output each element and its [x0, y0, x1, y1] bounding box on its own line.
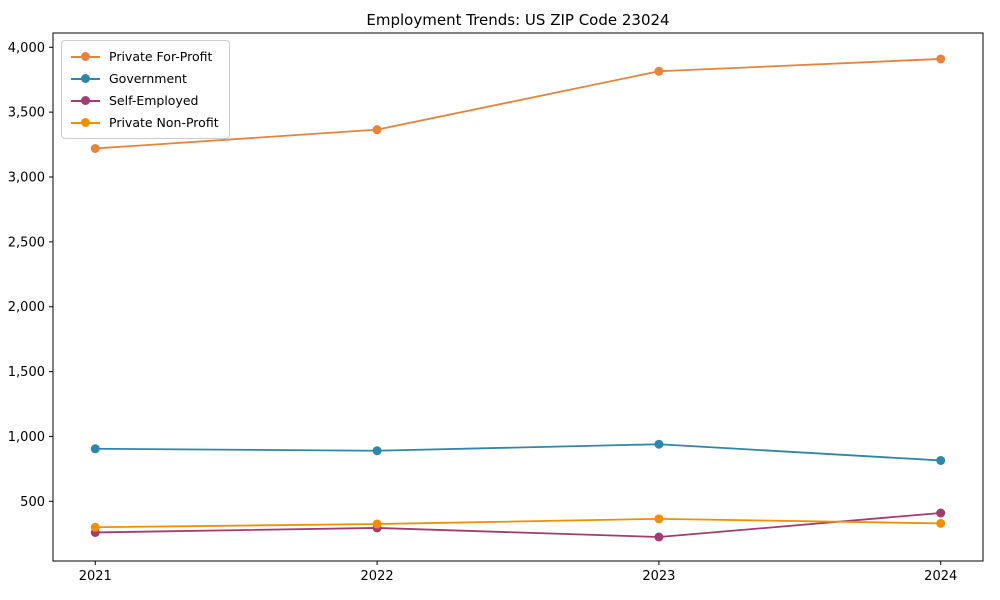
y-tick-label: 3,500: [8, 106, 45, 121]
point-private-non-profit-2023: [654, 514, 664, 524]
point-private-for-profit-2021: [90, 143, 100, 153]
point-private-for-profit-2023: [654, 66, 664, 76]
legend-marker-icon: [71, 118, 100, 128]
plot-border: [52, 32, 984, 562]
legend-item-private-for-profit: Private For-Profit: [71, 46, 219, 67]
legend-item-private-non-profit: Private Non-Profit: [71, 112, 219, 133]
legend-marker-icon: [71, 52, 100, 62]
legend-marker-icon: [71, 96, 100, 106]
point-government-2023: [654, 439, 664, 449]
legend-label: Private Non-Profit: [109, 115, 219, 130]
line-self-employed: [95, 512, 941, 538]
point-self-employed-2024: [936, 508, 946, 518]
y-tick-label: 3,000: [8, 171, 45, 186]
line-government: [95, 443, 941, 462]
legend-label: Self-Employed: [109, 93, 199, 108]
y-tick-label: 1,500: [8, 365, 45, 380]
point-self-employed-2023: [654, 532, 664, 542]
point-government-2024: [936, 455, 946, 465]
y-tick-label: 4,000: [8, 41, 45, 56]
point-private-non-profit-2024: [936, 518, 946, 528]
y-tick-label: 1,000: [8, 430, 45, 445]
legend-item-government: Government: [71, 68, 219, 89]
point-private-non-profit-2021: [90, 522, 100, 532]
point-private-for-profit-2022: [372, 125, 382, 135]
legend: Private For-Profit Government Self-Employe…: [61, 40, 230, 139]
y-tick-label: 2,000: [8, 300, 45, 315]
legend-marker-icon: [71, 74, 100, 84]
legend-item-self-employed: Self-Employed: [71, 90, 219, 111]
line-private-non-profit: [95, 517, 941, 529]
x-tick-label: 2024: [924, 569, 957, 584]
point-private-for-profit-2024: [936, 54, 946, 64]
x-tick-label: 2023: [642, 569, 675, 584]
line-private-for-profit: [95, 58, 941, 150]
x-tick-label: 2022: [361, 569, 394, 584]
point-private-non-profit-2022: [372, 519, 382, 529]
point-government-2021: [90, 444, 100, 454]
y-tick-label: 2,500: [8, 235, 45, 250]
chart-title: Employment Trends: US ZIP Code 23024: [366, 11, 670, 29]
legend-label: Private For-Profit: [109, 49, 213, 64]
legend-label: Government: [109, 71, 187, 86]
point-government-2022: [372, 446, 382, 456]
y-tick-label: 500: [20, 495, 45, 510]
x-tick-label: 2021: [79, 569, 112, 584]
